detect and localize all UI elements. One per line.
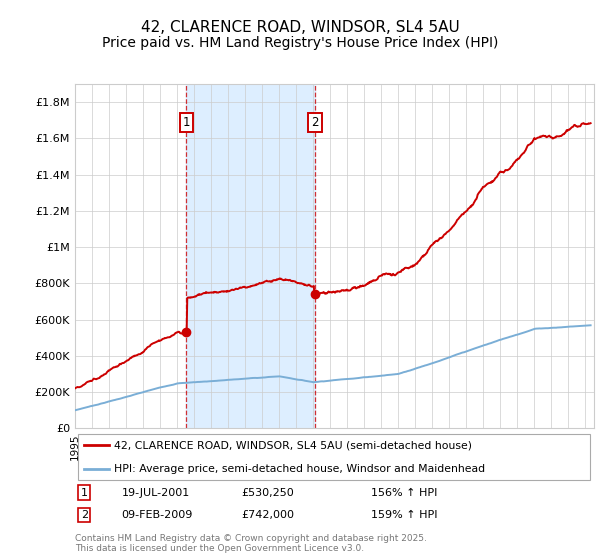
- Text: Contains HM Land Registry data © Crown copyright and database right 2025.
This d: Contains HM Land Registry data © Crown c…: [75, 534, 427, 553]
- Text: 159% ↑ HPI: 159% ↑ HPI: [371, 510, 437, 520]
- Text: 1: 1: [81, 488, 88, 498]
- Text: 2: 2: [311, 115, 319, 129]
- Text: 42, CLARENCE ROAD, WINDSOR, SL4 5AU: 42, CLARENCE ROAD, WINDSOR, SL4 5AU: [140, 20, 460, 35]
- Text: 2: 2: [81, 510, 88, 520]
- Text: Price paid vs. HM Land Registry's House Price Index (HPI): Price paid vs. HM Land Registry's House …: [102, 36, 498, 50]
- Text: 42, CLARENCE ROAD, WINDSOR, SL4 5AU (semi-detached house): 42, CLARENCE ROAD, WINDSOR, SL4 5AU (sem…: [114, 440, 472, 450]
- FancyBboxPatch shape: [77, 435, 590, 479]
- Text: 09-FEB-2009: 09-FEB-2009: [122, 510, 193, 520]
- Text: HPI: Average price, semi-detached house, Windsor and Maidenhead: HPI: Average price, semi-detached house,…: [114, 464, 485, 474]
- Text: 1: 1: [182, 115, 190, 129]
- Text: £530,250: £530,250: [241, 488, 294, 498]
- Text: 156% ↑ HPI: 156% ↑ HPI: [371, 488, 437, 498]
- Text: 19-JUL-2001: 19-JUL-2001: [122, 488, 190, 498]
- Bar: [186, 84, 315, 428]
- Text: £742,000: £742,000: [241, 510, 294, 520]
